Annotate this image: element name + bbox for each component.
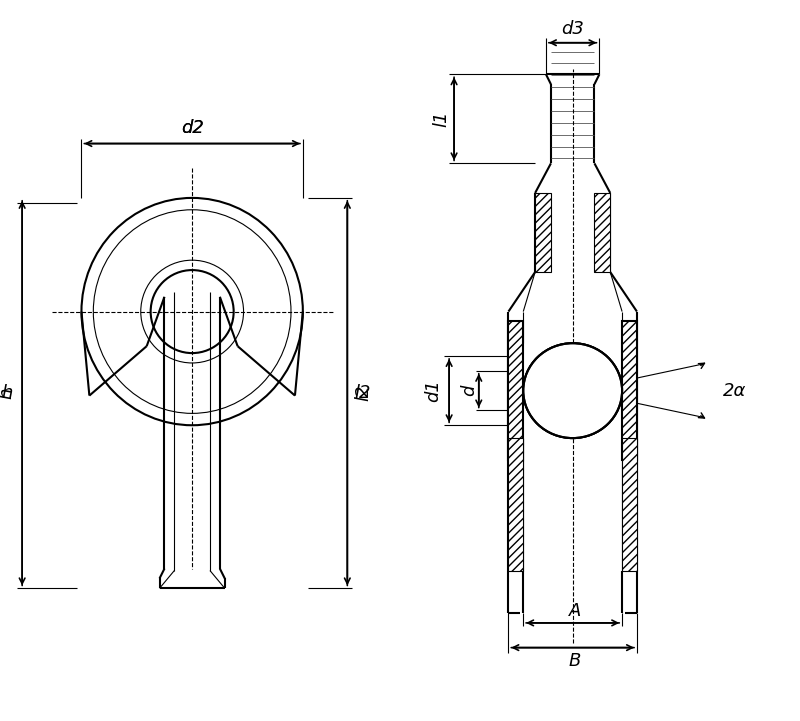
Text: h: h	[2, 384, 13, 402]
Text: d: d	[460, 385, 478, 397]
Bar	[622, 322, 637, 460]
Bar	[622, 438, 637, 570]
Bar	[509, 322, 523, 460]
Text: d2: d2	[181, 119, 203, 137]
Bar	[535, 193, 551, 272]
Ellipse shape	[523, 343, 622, 438]
Bar	[594, 193, 610, 272]
Text: B: B	[569, 653, 581, 671]
Bar	[509, 438, 523, 570]
Text: d2: d2	[181, 119, 203, 137]
Text: d3: d3	[562, 20, 584, 38]
Text: l1: l1	[432, 110, 450, 127]
Ellipse shape	[523, 343, 622, 438]
Text: h: h	[0, 387, 15, 399]
Text: l2: l2	[354, 385, 372, 402]
Text: d1: d1	[424, 379, 442, 402]
Text: 2α: 2α	[723, 381, 746, 399]
Text: A: A	[569, 602, 581, 620]
Text: l2: l2	[354, 384, 370, 402]
